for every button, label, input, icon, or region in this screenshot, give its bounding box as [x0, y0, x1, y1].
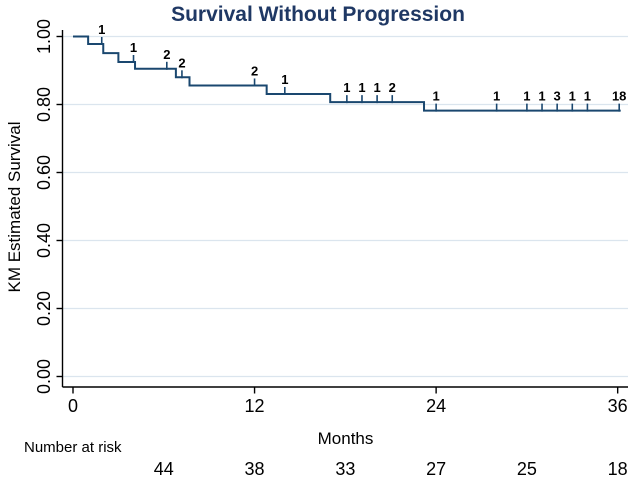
x-tick-label: 0 [68, 396, 78, 416]
risk-value: 27 [426, 459, 446, 479]
y-tick-label: 0.00 [34, 359, 54, 394]
censor-count-label: 1 [358, 80, 365, 95]
censor-count-label: 1 [373, 80, 380, 95]
number-at-risk-label: Number at risk [24, 439, 122, 456]
x-tick-labels: 0 12 24 36 [68, 396, 628, 416]
risk-value: 33 [335, 459, 355, 479]
censor-count-label: 1 [281, 72, 288, 87]
risk-value: 25 [517, 459, 537, 479]
risk-value: 18 [608, 459, 628, 479]
censor-count-label: 1 [493, 89, 500, 104]
y-tick-label: 0.20 [34, 291, 54, 326]
risk-value: 44 [154, 459, 174, 479]
censor-count-label: 1 [538, 89, 545, 104]
y-tick-label: 0.80 [34, 87, 54, 122]
censor-count-label: 2 [178, 55, 185, 70]
risk-values-group: 44 38 33 27 25 18 [154, 459, 628, 479]
axes [56, 30, 628, 394]
y-tick-label: 0.60 [34, 155, 54, 190]
censor-count-label: 2 [163, 47, 170, 62]
censor-count-label: 1 [569, 89, 576, 104]
risk-value: 38 [245, 459, 265, 479]
y-tick-label: 1.00 [34, 19, 54, 54]
x-tick-label: 24 [426, 396, 446, 416]
gridlines [63, 35, 628, 378]
chart-title: Survival Without Progression [171, 3, 465, 26]
censor-count-label: 1 [433, 89, 440, 104]
x-tick-label: 36 [608, 396, 628, 416]
km-curve [73, 35, 621, 112]
censor-count-label: 18 [612, 89, 626, 104]
censor-count-label: 2 [251, 63, 258, 78]
censor-count-label: 2 [389, 80, 396, 95]
x-tick-label: 12 [245, 396, 265, 416]
censor-count-label: 1 [343, 80, 350, 95]
y-tick-label: 0.40 [34, 223, 54, 258]
censor-count-label: 1 [584, 89, 591, 104]
km-curve-group [73, 35, 621, 112]
censor-count-label: 1 [523, 89, 530, 104]
censor-count-label: 1 [130, 40, 137, 55]
x-axis-title: Months [317, 429, 374, 448]
censor-count-label: 1 [98, 22, 105, 37]
censor-count-label: 3 [554, 89, 561, 104]
y-tick-labels: 1.00 0.80 0.60 0.40 0.20 0.00 [34, 19, 54, 394]
